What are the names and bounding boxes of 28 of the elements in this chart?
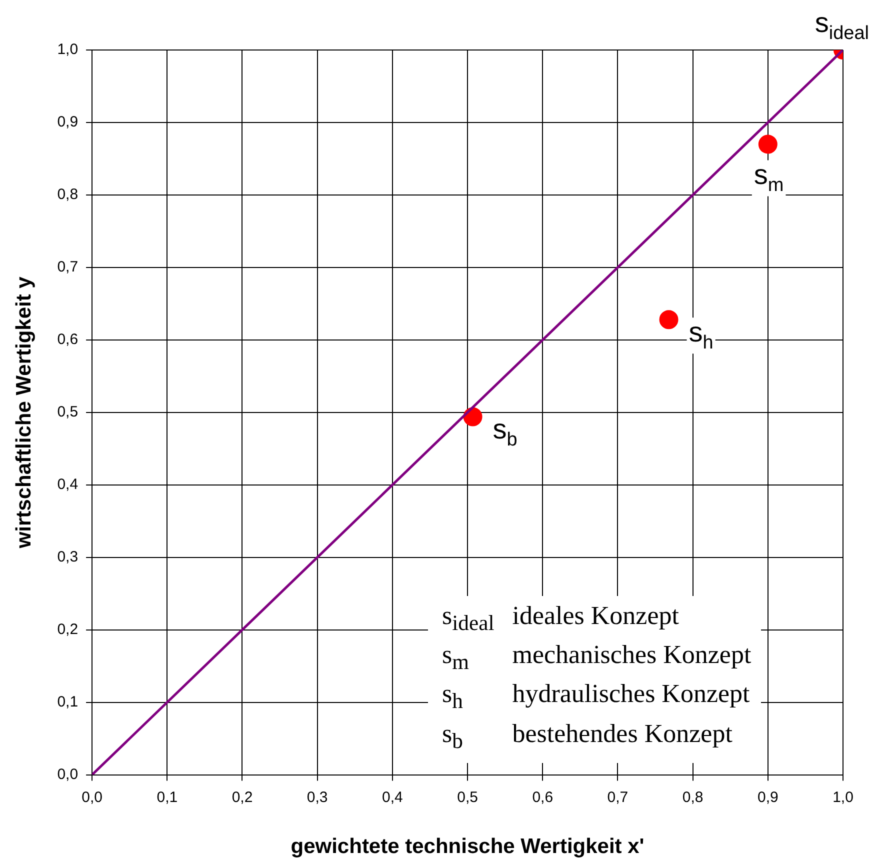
text: s$_{h}$ hydraulisches Konzept	[442, 679, 750, 714]
y-tick-label: 0,3	[57, 548, 78, 566]
y-tick-label: 0,7	[57, 258, 78, 276]
y-tick-label: 0,4	[57, 476, 78, 494]
y-tick-label: 0,9	[57, 114, 78, 131]
x-tick-label: 0,4	[382, 788, 403, 806]
x-tick-label: 1,0	[832, 788, 854, 806]
x-tick-label: 0,8	[682, 788, 704, 806]
y-tick-label: 0,8	[57, 186, 78, 204]
x-tick-label: 0,0	[82, 788, 102, 806]
x-tick-label: 0,2	[232, 788, 253, 806]
x-tick-label: 0,1	[156, 788, 178, 806]
x-tick-label: 0,6	[532, 788, 554, 806]
x-tick-label: 0,9	[757, 788, 778, 806]
x-tick-label: 0,5	[457, 788, 478, 806]
y-tick-label: 1,0	[57, 41, 78, 58]
y-tick-label: 0,2	[57, 620, 78, 638]
y-axis-title: wirtschaftliche Wertigkeit y	[12, 276, 36, 550]
x-tick-label: 0,7	[607, 788, 628, 806]
text: s$_{m}$ mechanisches Konzept	[442, 640, 752, 674]
x-tick-label: 0,3	[306, 788, 328, 806]
y-tick-label: 0,0	[57, 766, 78, 783]
text: s$_{b}$ bestehendes Konzept	[442, 718, 732, 753]
y-tick-label: 0,5	[57, 404, 78, 421]
y-tick-label: 0,6	[57, 331, 78, 348]
annotation: s$_{ideal}$ ideales Konzept	[442, 600, 680, 638]
y-tick-label: 0,1	[57, 693, 78, 710]
x-axis-title: gewichtete technische Wertigkeit x'	[290, 835, 644, 858]
